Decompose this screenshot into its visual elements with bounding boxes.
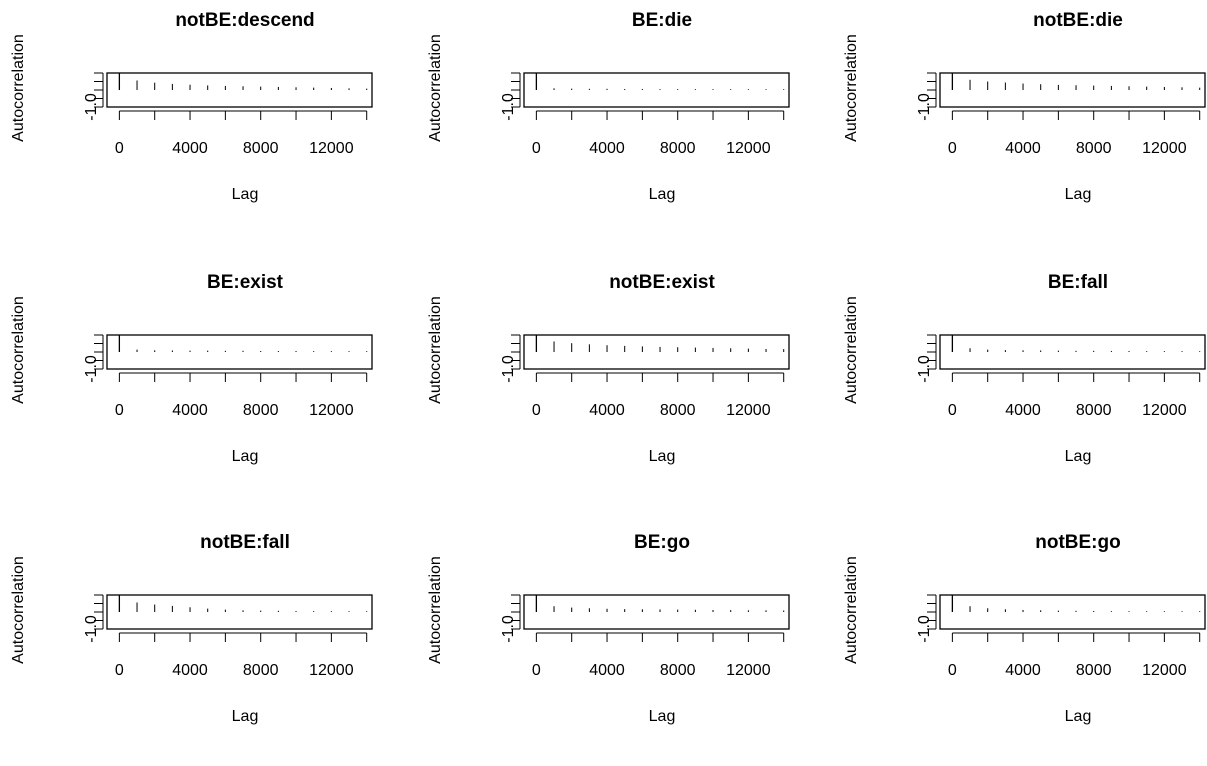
x-tick-label: 12000 [726,140,771,157]
x-tick-label: 12000 [1142,402,1187,419]
x-tick-label: 0 [948,662,957,679]
x-axis-label: Lag [231,448,259,465]
x-tick-label: 8000 [1076,140,1112,157]
plot-frame [106,72,373,108]
x-tick-label: 0 [115,662,124,679]
x-tick-label: 12000 [726,662,771,679]
x-tick-label: 12000 [1142,662,1187,679]
y-tick-label: -1.0 [500,615,517,643]
acf-plot: -1.0 0 4000 8000 12000 [500,334,790,419]
plot-frame [939,334,1206,370]
x-tick-label: 12000 [726,402,771,419]
x-tick-label: 4000 [1005,140,1041,157]
y-tick-label: -1.0 [83,93,100,121]
acf-panel: notBE:go Autocorrelation Lag -1.0 0 4000 8000 1… [833,522,1207,766]
acf-plot: -1.0 0 4000 8000 12000 [500,72,790,157]
y-tick-label: -1.0 [500,93,517,121]
panel-title: notBE:descend [175,10,315,31]
x-axis-label: Lag [231,708,259,725]
acf-panel: notBE:die Autocorrelation Lag -1.0 0 4000 8000… [833,0,1207,244]
x-tick-label: 4000 [172,402,208,419]
x-axis-label: Lag [648,186,676,203]
x-tick-label: 4000 [172,662,208,679]
acf-plot: -1.0 0 4000 8000 12000 [83,334,373,419]
acf-panel: BE:fall Autocorrelation Lag -1.0 0 4000 8000 12… [833,262,1207,506]
y-tick-label: -1.0 [916,355,933,383]
x-tick-label: 0 [532,662,541,679]
acf-panel: BE:go Autocorrelation Lag -1.0 0 4000 8000 1200… [417,522,817,766]
y-tick-label: -1.0 [83,355,100,383]
x-tick-label: 8000 [243,140,279,157]
x-tick-label: 8000 [243,662,279,679]
x-tick-label: 8000 [660,402,696,419]
plot-frame [106,334,373,370]
plot-frame [523,334,790,370]
acf-plot: -1.0 0 4000 8000 12000 [916,594,1206,679]
plot-frame [939,72,1206,108]
acf-panel: notBE:descend Autocorrelation Lag -1.0 0 4000… [0,0,400,244]
plot-frame [523,594,790,630]
panel-title: notBE:die [1033,10,1123,31]
panel-title: BE:die [631,10,693,31]
x-tick-label: 0 [115,402,124,419]
x-tick-label: 4000 [1005,402,1041,419]
acf-panel: BE:die Autocorrelation Lag -1.0 0 4000 8000 120… [417,0,817,244]
panel-title: BE:go [634,532,690,553]
x-tick-label: 8000 [660,140,696,157]
x-axis-label: Lag [231,186,259,203]
x-axis-label: Lag [1064,708,1092,725]
acf-plot-grid: notBE:descend Autocorrelation Lag -1.0 0 4000… [0,0,1207,725]
panel-title: notBE:fall [200,532,290,553]
panel-title: BE:exist [206,272,284,293]
acf-plot: -1.0 0 4000 8000 12000 [500,594,790,679]
x-axis-label: Lag [1064,186,1092,203]
x-tick-label: 0 [532,140,541,157]
x-tick-label: 0 [532,402,541,419]
panel-title: BE:fall [1047,272,1109,293]
acf-plot: -1.0 0 4000 8000 12000 [916,72,1206,157]
y-tick-label: -1.0 [83,615,100,643]
x-tick-label: 8000 [1076,402,1112,419]
x-tick-label: 8000 [1076,662,1112,679]
x-tick-label: 8000 [660,662,696,679]
x-tick-label: 0 [948,140,957,157]
x-tick-label: 4000 [589,662,625,679]
x-axis-label: Lag [1064,448,1092,465]
acf-plot: -1.0 0 4000 8000 12000 [83,594,373,679]
acf-panel: notBE:exist Autocorrelation Lag -1.0 0 4000 80… [417,262,817,506]
x-tick-label: 4000 [172,140,208,157]
acf-plot: -1.0 0 4000 8000 12000 [83,72,373,157]
x-tick-label: 0 [948,402,957,419]
y-tick-label: -1.0 [916,93,933,121]
x-tick-label: 12000 [309,140,354,157]
panel-title: notBE:exist [609,272,715,293]
plot-frame [106,594,373,630]
x-tick-label: 12000 [309,662,354,679]
y-tick-label: -1.0 [500,355,517,383]
x-axis-label: Lag [648,708,676,725]
x-tick-label: 4000 [589,402,625,419]
x-tick-label: 12000 [1142,140,1187,157]
acf-panel: notBE:fall Autocorrelation Lag -1.0 0 4000 800… [0,522,400,766]
acf-plot: -1.0 0 4000 8000 12000 [916,334,1206,419]
x-tick-label: 0 [115,140,124,157]
x-tick-label: 12000 [309,402,354,419]
plot-frame [939,594,1206,630]
x-tick-label: 8000 [243,402,279,419]
y-tick-label: -1.0 [916,615,933,643]
x-tick-label: 4000 [589,140,625,157]
x-axis-label: Lag [648,448,676,465]
plot-frame [523,72,790,108]
x-tick-label: 4000 [1005,662,1041,679]
acf-panel: BE:exist Autocorrelation Lag -1.0 0 4000 8000 1… [0,262,400,506]
panel-title: notBE:go [1035,532,1121,553]
